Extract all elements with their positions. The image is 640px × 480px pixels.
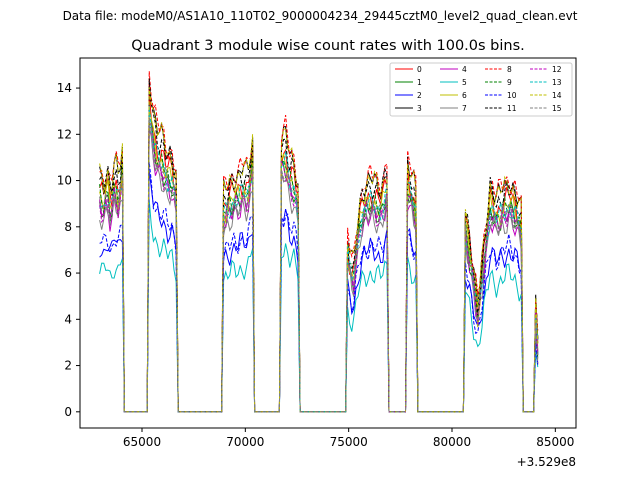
legend-label: 12	[552, 65, 562, 74]
x-tick-label: 85000	[536, 435, 574, 449]
legend-label: 0	[417, 65, 422, 74]
legend-label: 7	[462, 104, 467, 113]
y-tick-label: 4	[64, 312, 72, 326]
legend-label: 8	[507, 65, 512, 74]
series-line-15	[99, 117, 539, 413]
y-tick-label: 10	[57, 174, 72, 188]
legend-label: 9	[507, 78, 512, 87]
y-tick-label: 0	[64, 405, 72, 419]
legend-label: 15	[552, 104, 562, 113]
x-axis-offset-label: +3.529e8	[517, 455, 576, 469]
series-line-8	[99, 71, 539, 413]
series-line-0	[99, 91, 539, 413]
y-tick-label: 12	[57, 127, 72, 141]
legend-label: 11	[507, 104, 517, 113]
series-line-10	[99, 161, 539, 413]
legend-label: 4	[462, 65, 467, 74]
x-tick-label: 75000	[330, 435, 368, 449]
x-tick-label: 70000	[226, 435, 264, 449]
plot-area	[79, 57, 577, 429]
legend-label: 2	[417, 91, 422, 100]
figure-suptitle: Data file: modeM0/AS1A10_110T02_90000042…	[63, 9, 578, 23]
series-line-2	[99, 170, 539, 413]
legend-frame	[389, 62, 573, 117]
legend-label: 13	[552, 78, 562, 87]
legend-label: 5	[462, 78, 467, 87]
x-tick-label: 65000	[123, 435, 161, 449]
series-line-14	[99, 87, 539, 413]
y-tick-label: 8	[64, 220, 72, 234]
legend-label: 14	[552, 91, 562, 100]
x-tick-label: 80000	[433, 435, 471, 449]
x-axis: 65000 70000 75000 80000 85000	[123, 428, 574, 449]
legend-label: 3	[417, 104, 422, 113]
y-tick-label: 6	[64, 266, 72, 280]
legend-label: 6	[462, 91, 467, 100]
legend-label: 1	[417, 78, 422, 87]
chart-title: Quadrant 3 module wise count rates with …	[131, 38, 525, 54]
series-lines	[99, 71, 539, 413]
y-tick-label: 14	[57, 81, 72, 95]
y-axis: 0 2 4 6 8 10 12 14	[57, 81, 80, 419]
legend-label: 10	[507, 91, 517, 100]
series-line-3	[99, 86, 539, 413]
y-tick-label: 2	[64, 359, 72, 373]
axes-frame	[79, 57, 577, 429]
